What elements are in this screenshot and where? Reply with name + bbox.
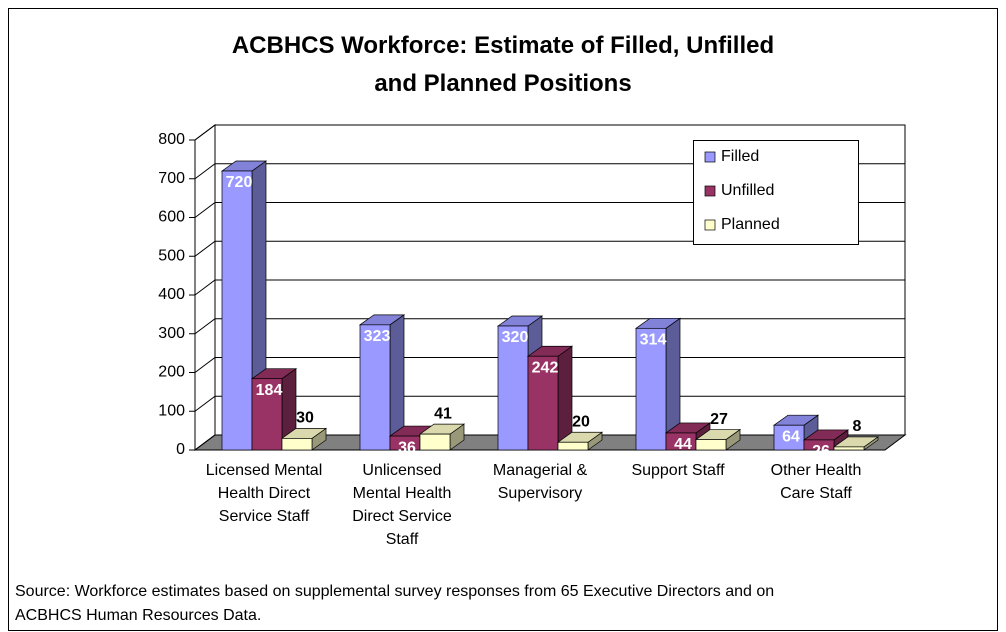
bar-front: [527, 355, 559, 451]
bar-front: [221, 170, 253, 451]
bar-front: [497, 325, 529, 451]
bar: [694, 428, 742, 451]
grid-line: [194, 202, 905, 218]
data-label: 8: [853, 418, 862, 435]
x-tick-label: Unlicensed Mental Health Direct Service Sta…: [352, 462, 452, 548]
y-tick-label: 200: [158, 364, 185, 381]
grid-line: [194, 163, 905, 180]
legend-box: [693, 140, 859, 245]
y-tick-label: 800: [158, 131, 185, 148]
bar-front: [251, 378, 283, 451]
bar: [832, 436, 880, 451]
y-tick-label: 600: [158, 209, 185, 226]
legend-swatch: [704, 151, 716, 163]
x-tick-label: Managerial & Supervisory: [493, 462, 588, 502]
bar: [250, 368, 298, 451]
legend-label: Unfilled: [721, 182, 774, 199]
bar-front: [419, 433, 451, 451]
bar-front: [281, 438, 313, 451]
bar: [526, 345, 574, 451]
data-label: 44: [674, 436, 692, 453]
y-tick-label: 700: [158, 170, 185, 187]
y-tick-label: 300: [158, 325, 185, 342]
bar: [556, 431, 604, 451]
bar-front: [803, 439, 835, 451]
legend-swatch: [704, 219, 716, 231]
data-label: 314: [640, 332, 667, 349]
bar-front: [359, 324, 391, 451]
bar-front: [773, 424, 805, 451]
grid-line: [194, 124, 905, 141]
grid-line: [194, 279, 905, 296]
data-label: 720: [226, 174, 253, 191]
x-tick-label: Licensed Mental Health Direct Service Staf…: [206, 462, 323, 525]
y-tick-label: 500: [158, 247, 185, 264]
data-label: 20: [572, 413, 590, 430]
legend-label: Filled: [721, 148, 759, 165]
data-label: 30: [296, 410, 314, 427]
bar: [358, 314, 406, 451]
y-tick-label: 100: [158, 402, 185, 419]
bar: [280, 427, 328, 451]
data-label: 26: [812, 443, 830, 460]
data-label: 323: [364, 328, 391, 345]
bar-front: [635, 327, 667, 451]
grid-line: [194, 240, 905, 257]
legend-swatch: [704, 185, 716, 197]
bar-front: [833, 446, 865, 451]
data-label: 41: [434, 405, 452, 422]
x-tick-label: Support Staff: [631, 462, 725, 479]
data-label: 36: [398, 439, 416, 456]
x-tick-label: Other Health Care Staff: [771, 462, 862, 502]
data-label: 64: [782, 428, 800, 445]
chart-title: ACBHCS Workforce: Estimate of Filled, Un…: [232, 32, 774, 97]
y-tick-label: 400: [158, 286, 185, 303]
data-label: 320: [502, 329, 529, 346]
legend-label: Planned: [721, 216, 780, 233]
source-note: Source: Workforce estimates based on sup…: [15, 583, 774, 624]
bar-front: [695, 439, 727, 451]
bar-front: [557, 441, 589, 451]
data-label: 184: [256, 382, 283, 399]
data-label: 27: [710, 411, 728, 428]
bar: [634, 317, 682, 451]
bar: [418, 423, 466, 451]
data-label: 242: [532, 359, 559, 376]
y-tick-label: 0: [176, 441, 185, 458]
